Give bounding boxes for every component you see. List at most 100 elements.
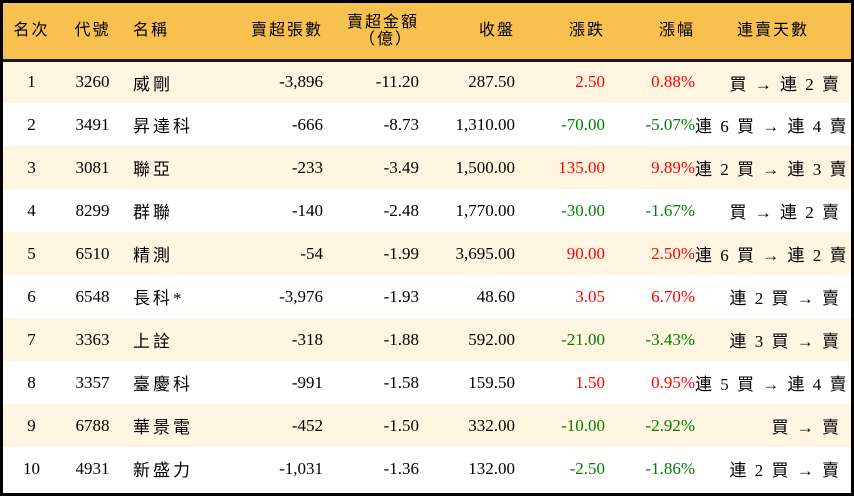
name-cell[interactable]: 昇達科	[133, 117, 193, 136]
net-sell-lots-cell: -3,896	[279, 72, 323, 92]
net-sell-lots-cell: -991	[291, 372, 323, 392]
change-cell: 135.00	[558, 157, 605, 177]
net-sell-amount-cell: -1.36	[383, 458, 419, 478]
net-sell-amount-cell: -2.48	[383, 200, 419, 220]
code-cell[interactable]: 3081	[75, 157, 110, 177]
name-cell[interactable]: 威剛	[133, 74, 173, 94]
change-cell: -2.50	[569, 458, 605, 478]
header-code[interactable]: 代號	[60, 3, 125, 62]
header-net-sell-amount-line2: （億）	[358, 30, 413, 48]
close-cell: 332.00	[468, 415, 515, 435]
name-cell[interactable]: 華景電	[133, 418, 193, 437]
header-rank[interactable]: 名次	[3, 3, 60, 62]
change-cell: 2.50	[575, 72, 605, 92]
net-sell-amount-cell: -8.73	[383, 114, 419, 134]
streak-cell: 連 2 買 → 賣	[729, 289, 841, 308]
table-header-row: 名次 代號 名稱 賣超張數 賣超金額 （億） 收盤 漲跌 漲幅 連賣天數	[3, 3, 851, 62]
change-pct-cell: -5.07%	[645, 114, 695, 134]
close-cell: 592.00	[468, 329, 515, 349]
name-cell[interactable]: 新盛力	[133, 461, 193, 480]
table-row[interactable]: 2 3491 昇達科 -666 -8.73 1,310.00 -70.00 -5…	[3, 103, 851, 146]
table-row[interactable]: 8 3357 臺慶科 -991 -1.58 159.50 1.50 0.95% …	[3, 361, 851, 404]
header-close[interactable]: 收盤	[425, 3, 515, 62]
streak-cell: 買 → 賣	[771, 418, 841, 437]
name-cell[interactable]: 臺慶科	[133, 375, 193, 394]
close-cell: 132.00	[468, 458, 515, 478]
name-cell[interactable]: 上詮	[133, 332, 173, 351]
streak-cell: 連 2 買 → 連 3 賣	[695, 160, 849, 179]
header-change-pct[interactable]: 漲幅	[605, 3, 695, 62]
change-pct-cell: 9.89%	[651, 157, 695, 177]
change-cell: 90.00	[566, 243, 605, 263]
net-sell-lots-cell: -54	[300, 243, 323, 263]
rank-cell: 10	[23, 458, 40, 478]
change-cell: -10.00	[561, 415, 605, 435]
header-net-sell-amount-line1: 賣超金額	[346, 13, 419, 31]
net-sell-amount-cell: -1.99	[383, 243, 419, 263]
table-row[interactable]: 9 6788 華景電 -452 -1.50 332.00 -10.00 -2.9…	[3, 404, 851, 447]
code-cell[interactable]: 6788	[75, 415, 110, 435]
change-cell: -21.00	[561, 329, 605, 349]
table-row[interactable]: 1 3260 威剛 -3,896 -11.20 287.50 2.50 0.88…	[3, 60, 851, 103]
header-net-sell-amount[interactable]: 賣超金額 （億）	[323, 3, 425, 62]
net-sell-ranking-table-frame: 名次 代號 名稱 賣超張數 賣超金額 （億） 收盤 漲跌 漲幅 連賣天數 1 3…	[3, 3, 851, 493]
net-sell-amount-cell: -3.49	[383, 157, 419, 177]
code-cell[interactable]: 3491	[75, 114, 110, 134]
close-cell: 3,695.00	[455, 243, 516, 263]
change-cell: 1.50	[575, 372, 605, 392]
net-sell-amount-cell: -1.93	[383, 286, 419, 306]
table-row[interactable]: 4 8299 群聯 -140 -2.48 1,770.00 -30.00 -1.…	[3, 189, 851, 232]
table-row[interactable]: 5 6510 精測 -54 -1.99 3,695.00 90.00 2.50%…	[3, 232, 851, 275]
change-cell: -30.00	[561, 200, 605, 220]
code-cell[interactable]: 3357	[75, 372, 110, 392]
streak-cell: 買 → 連 2 賣	[729, 74, 841, 94]
name-cell[interactable]: 聯亞	[133, 160, 173, 179]
table-row[interactable]: 6 6548 長科* -3,976 -1.93 48.60 3.05 6.70%…	[3, 275, 851, 318]
name-cell[interactable]: 群聯	[133, 203, 173, 222]
net-sell-lots-cell: -318	[291, 329, 323, 349]
code-cell[interactable]: 3363	[75, 329, 110, 349]
change-pct-cell: 0.95%	[651, 372, 695, 392]
net-sell-lots-cell: -3,976	[279, 286, 323, 306]
net-sell-lots-cell: -140	[291, 200, 323, 220]
table-row[interactable]: 10 4931 新盛力 -1,031 -1.36 132.00 -2.50 -1…	[3, 447, 851, 490]
change-pct-cell: 2.50%	[651, 243, 695, 263]
close-cell: 1,310.00	[455, 114, 516, 134]
rank-cell: 6	[27, 286, 36, 306]
change-pct-cell: -1.67%	[645, 200, 695, 220]
header-net-sell-lots[interactable]: 賣超張數	[225, 3, 323, 62]
table-row[interactable]: 7 3363 上詮 -318 -1.88 592.00 -21.00 -3.43…	[3, 318, 851, 361]
code-cell[interactable]: 6548	[75, 286, 110, 306]
name-cell[interactable]: 精測	[133, 246, 173, 265]
code-cell[interactable]: 6510	[75, 243, 110, 263]
net-sell-lots-cell: -233	[291, 157, 323, 177]
header-name[interactable]: 名稱	[125, 3, 225, 62]
rank-cell: 3	[27, 157, 36, 177]
rank-cell: 5	[27, 243, 36, 263]
change-pct-cell: -3.43%	[645, 329, 695, 349]
header-streak[interactable]: 連賣天數	[695, 3, 851, 62]
code-cell[interactable]: 3260	[75, 72, 110, 92]
change-pct-cell: 0.88%	[651, 72, 695, 92]
table-row[interactable]: 3 3081 聯亞 -233 -3.49 1,500.00 135.00 9.8…	[3, 146, 851, 189]
rank-cell: 4	[27, 200, 36, 220]
streak-cell: 連 2 買 → 賣	[729, 461, 841, 480]
streak-cell: 連 6 買 → 連 4 賣	[695, 117, 849, 136]
net-sell-amount-cell: -1.50	[383, 415, 419, 435]
net-sell-lots-cell: -1,031	[279, 458, 323, 478]
net-sell-amount-cell: -11.20	[375, 72, 419, 92]
close-cell: 1,770.00	[455, 200, 516, 220]
rank-cell: 1	[27, 72, 36, 92]
close-cell: 287.50	[468, 72, 515, 92]
streak-cell: 買 → 連 2 賣	[729, 203, 841, 222]
code-cell[interactable]: 8299	[75, 200, 110, 220]
close-cell: 1,500.00	[455, 157, 516, 177]
net-sell-lots-cell: -452	[291, 415, 323, 435]
code-cell[interactable]: 4931	[75, 458, 110, 478]
header-change[interactable]: 漲跌	[515, 3, 605, 62]
net-sell-ranking-table: 名次 代號 名稱 賣超張數 賣超金額 （億） 收盤 漲跌 漲幅 連賣天數 1 3…	[3, 3, 851, 490]
rank-cell: 2	[27, 114, 36, 134]
rank-cell: 9	[27, 415, 36, 435]
rank-cell: 7	[27, 329, 36, 349]
name-cell[interactable]: 長科*	[133, 289, 185, 308]
